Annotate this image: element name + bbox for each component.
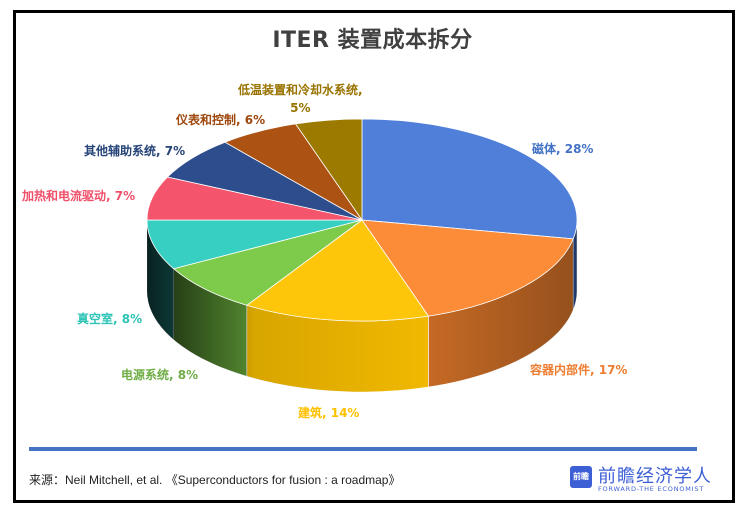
slice-label: 低温装置和冷却水系统, 5% bbox=[238, 83, 363, 115]
slice-label: 磁体, 28% bbox=[532, 142, 594, 156]
slice-label: 其他辅助系统, 7% bbox=[84, 144, 186, 158]
slice-label: 建筑, 14% bbox=[298, 406, 360, 420]
slice-label: 电源系统, 8% bbox=[121, 368, 199, 382]
brand-name: 前瞻经济学人 bbox=[598, 466, 712, 487]
slice-label: 加热和电流驱动, 7% bbox=[22, 189, 136, 203]
slice-label: 仪表和控制, 6% bbox=[176, 113, 266, 127]
pie-slice-电源系统[interactable] bbox=[172, 219, 363, 306]
pie-slice-真空室[interactable] bbox=[146, 219, 363, 270]
pie-slice-容器内部件[interactable] bbox=[361, 219, 574, 317]
brand-badge-icon: 前瞻 bbox=[570, 466, 592, 488]
pie-slice-建筑[interactable] bbox=[245, 219, 430, 322]
pie-slice-磁体[interactable] bbox=[361, 118, 578, 240]
divider-line bbox=[29, 447, 697, 451]
pie-slice-低温装置和冷却水系统[interactable] bbox=[294, 118, 363, 222]
source-note: 来源：Neil Mitchell, et al. 《Superconductor… bbox=[29, 473, 401, 487]
brand-subtitle: FORWARD-THE ECONOMIST bbox=[598, 485, 705, 493]
pie-side-shading bbox=[147, 220, 577, 392]
chart-title: ITER 装置成本拆分 bbox=[272, 28, 473, 53]
pie-sides bbox=[146, 220, 578, 393]
slice-label: 容器内部件, 17% bbox=[530, 363, 628, 377]
slice-label: 真空室, 8% bbox=[77, 312, 143, 326]
pie-tops bbox=[146, 118, 578, 322]
